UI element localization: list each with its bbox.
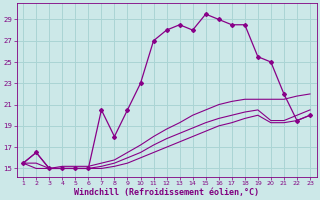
X-axis label: Windchill (Refroidissement éolien,°C): Windchill (Refroidissement éolien,°C) (74, 188, 259, 197)
